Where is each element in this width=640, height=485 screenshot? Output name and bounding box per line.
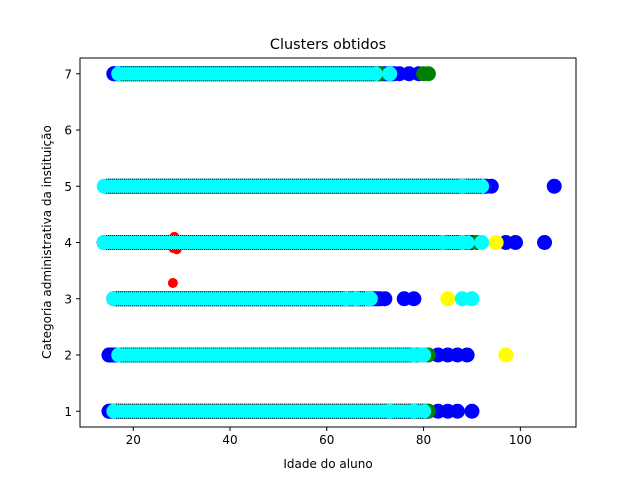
point-cluster-cyan [106, 403, 432, 419]
data-point-cyan [464, 291, 480, 307]
data-point-cyan [382, 66, 398, 82]
data-point-blue [449, 403, 465, 419]
x-axis-label: Idade do aluno [283, 457, 372, 471]
point-cluster-cyan [111, 66, 383, 82]
data-point-yellow [498, 347, 514, 363]
data-point-blue [508, 235, 524, 250]
y-tick-label: 2 [64, 349, 72, 363]
chart-title: Clusters obtidos [270, 37, 386, 53]
data-point-yellow [440, 291, 456, 307]
data-marks [96, 66, 562, 419]
point-cluster-cyan [96, 178, 490, 194]
data-point-blue [546, 178, 562, 194]
data-point-cyan [416, 347, 432, 363]
series-yellow [440, 235, 514, 363]
data-point-cyan [454, 235, 470, 250]
data-point-cyan [454, 178, 470, 194]
x-tick-label: 40 [222, 433, 237, 447]
data-point-cyan [362, 291, 378, 307]
point-cluster-cyan [96, 235, 475, 250]
y-tick-label: 4 [64, 236, 72, 250]
x-tick-label: 100 [509, 433, 532, 447]
data-point-cyan [348, 291, 364, 307]
y-tick-label: 1 [64, 405, 72, 419]
x-axis-ticks: 20 40 60 80 100 [126, 427, 532, 447]
data-point-cyan [474, 235, 490, 250]
y-axis-label: Categoria administrativa da instituição [40, 125, 54, 359]
data-point-blue [464, 403, 480, 419]
data-point-green [420, 66, 436, 82]
data-point-cyan [382, 403, 398, 419]
data-point-blue [406, 291, 422, 307]
x-tick-label: 80 [416, 433, 431, 447]
data-point-cyan [435, 235, 451, 250]
point-cluster-cyan [106, 291, 374, 307]
y-tick-label: 5 [64, 180, 72, 194]
y-tick-label: 7 [64, 67, 72, 81]
x-tick-label: 20 [126, 433, 141, 447]
data-point-blue [377, 291, 393, 307]
data-point-blue [537, 235, 553, 250]
data-point-cyan [406, 403, 422, 419]
data-point-blue [459, 347, 475, 363]
data-point-red [167, 278, 178, 288]
y-tick-label: 6 [64, 124, 72, 138]
x-tick-label: 60 [319, 433, 334, 447]
y-tick-label: 3 [64, 292, 72, 306]
y-axis-ticks: 1 2 3 4 5 6 7 [64, 67, 80, 419]
point-cluster-cyan [111, 347, 427, 363]
data-point-yellow [488, 235, 504, 250]
series-cyan [96, 66, 490, 419]
